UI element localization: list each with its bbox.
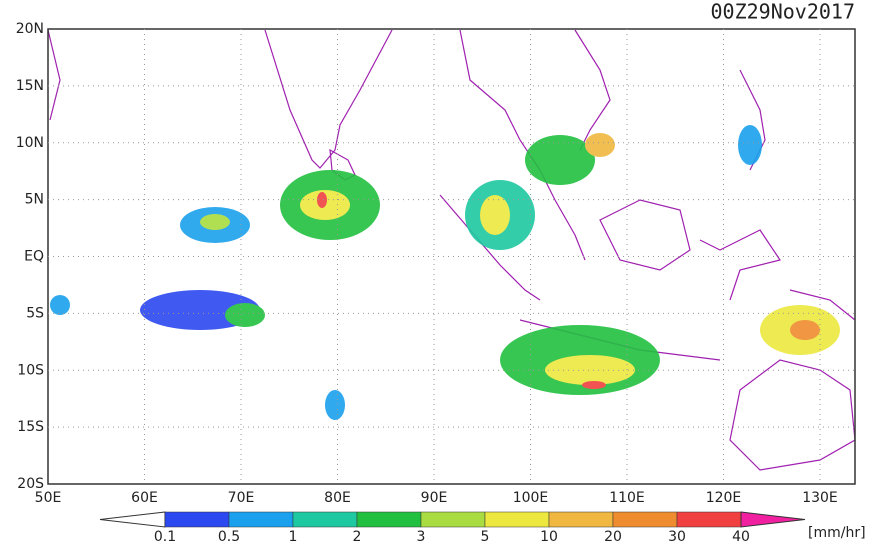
lat-label: EQ [24,249,44,265]
colorbar-box [676,511,742,528]
lat-label: 20S [17,476,44,492]
lon-label: 50E [35,490,62,506]
lat-label: 5S [26,305,44,321]
colorbar-over [740,511,806,528]
colorbar-label: 5 [481,529,490,544]
colorbar-box [612,511,678,528]
colorbar-label: 3 [417,529,426,544]
lat-label: 10N [16,135,44,151]
lat-label: 15S [17,419,44,435]
lon-label: 100E [513,490,549,506]
colorbar-box [292,511,358,528]
coastlines [47,29,856,471]
lon-label: 80E [324,490,351,506]
lon-label: 70E [228,490,255,506]
colorbar-box [356,511,422,528]
map-title: 00Z29Nov2017 [711,0,856,24]
colorbar-label: 10 [540,529,558,544]
lon-label: 130E [802,490,838,506]
lon-label: 90E [421,490,448,506]
lon-label: 120E [706,490,742,506]
colorbar-label: 20 [604,529,622,544]
colorbar-label: 40 [732,529,750,544]
lon-label: 110E [609,490,645,506]
colorbar-label: 0.5 [218,529,240,544]
lon-label: 60E [131,490,158,506]
lat-label: 5N [25,192,44,208]
lat-label: 15N [16,78,44,94]
lat-label: 10S [17,362,44,378]
colorbar-box [164,511,230,528]
colorbar-label: 0.1 [154,529,176,544]
colorbar-box [420,511,486,528]
colorbar-label: 1 [289,529,298,544]
colorbar-box [548,511,614,528]
colorbar-label: 2 [353,529,362,544]
colorbar-under [99,511,166,528]
colorbar-label: 30 [668,529,686,544]
rain-areas [50,125,840,420]
lat-label: 20N [16,21,44,37]
colorbar-unit: [mm/hr] [808,525,866,541]
colorbar-box [228,511,294,528]
colorbar-box [484,511,550,528]
